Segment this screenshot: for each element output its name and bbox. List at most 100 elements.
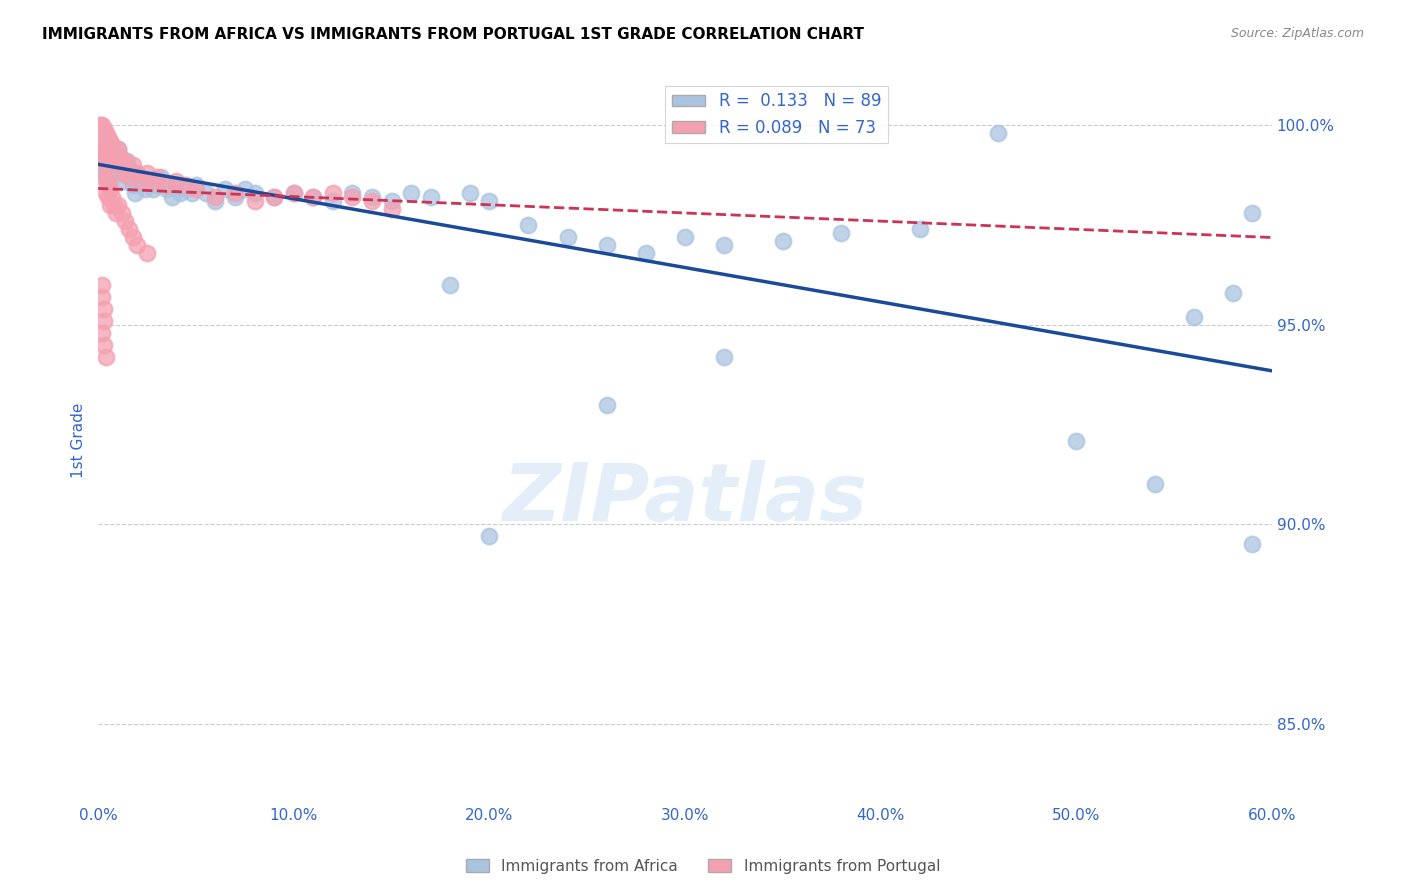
Point (100, 138, 122, 153)
Point (94, 170, 117, 185)
Point (322, 194, 344, 208)
Point (104, 154, 127, 169)
Point (713, 350, 735, 364)
Point (322, 186, 344, 201)
Point (91, 146, 114, 161)
Point (118, 170, 141, 185)
Point (100, 162, 122, 177)
Point (122, 230, 145, 244)
Point (97, 158, 120, 172)
Point (114, 154, 136, 169)
Point (204, 194, 226, 208)
Point (97, 130, 120, 145)
Point (174, 182, 197, 196)
Point (136, 166, 159, 180)
Point (110, 158, 132, 172)
Point (93, 338, 115, 352)
Point (97, 174, 120, 188)
Point (91, 134, 114, 148)
Point (107, 142, 129, 156)
Point (987, 126, 1010, 140)
Point (93, 122, 115, 136)
Text: Source: ZipAtlas.com: Source: ZipAtlas.com (1230, 27, 1364, 40)
Point (517, 218, 540, 232)
Point (94, 174, 117, 188)
Point (117, 162, 139, 177)
Point (361, 190, 384, 204)
Point (98, 134, 121, 148)
Point (1064, 434, 1087, 448)
Point (224, 186, 246, 201)
Point (89, 118, 111, 132)
Point (98, 154, 121, 169)
Point (94, 350, 117, 364)
Point (98, 170, 121, 185)
Point (134, 182, 156, 196)
Point (100, 154, 122, 169)
Point (93, 162, 115, 177)
Point (243, 194, 266, 208)
Point (169, 186, 191, 201)
Point (162, 190, 184, 204)
Point (224, 190, 246, 204)
Point (108, 150, 131, 164)
Point (830, 226, 852, 240)
Y-axis label: 1st Grade: 1st Grade (72, 403, 86, 478)
Point (127, 238, 149, 252)
Point (94, 126, 117, 140)
Point (478, 529, 501, 543)
Point (772, 234, 794, 248)
Point (97, 146, 120, 161)
Point (165, 178, 187, 193)
Text: IMMIGRANTS FROM AFRICA VS IMMIGRANTS FROM PORTUGAL 1ST GRADE CORRELATION CHART: IMMIGRANTS FROM AFRICA VS IMMIGRANTS FRO… (42, 27, 865, 42)
Point (110, 158, 132, 172)
Point (107, 142, 129, 156)
Point (97, 190, 120, 204)
Point (214, 182, 236, 196)
Point (243, 186, 266, 201)
Point (93, 314, 115, 328)
Point (122, 178, 145, 193)
Point (127, 166, 149, 180)
Point (380, 202, 402, 216)
Text: ZIPatlas: ZIPatlas (502, 459, 868, 538)
Point (1182, 310, 1205, 324)
Point (94, 150, 117, 164)
Point (97, 134, 120, 148)
Point (204, 190, 226, 204)
Point (91, 118, 114, 132)
Point (103, 198, 125, 212)
Point (104, 206, 127, 220)
Point (149, 170, 172, 185)
Point (103, 146, 125, 161)
Point (194, 186, 217, 201)
Point (124, 186, 146, 201)
Point (118, 162, 141, 177)
Point (1222, 285, 1244, 300)
Point (98, 138, 121, 153)
Point (458, 186, 481, 201)
Point (107, 166, 129, 180)
Point (302, 190, 325, 204)
Point (112, 166, 135, 180)
Point (110, 206, 132, 220)
Point (114, 174, 136, 188)
Point (184, 178, 207, 193)
Point (380, 194, 402, 208)
Legend: R =  0.133   N = 89, R = 0.089   N = 73: R = 0.133 N = 89, R = 0.089 N = 73 (665, 86, 889, 144)
Point (557, 230, 579, 244)
Point (93, 150, 115, 164)
Point (91, 134, 114, 148)
Point (103, 166, 125, 180)
Point (108, 150, 131, 164)
Point (129, 174, 152, 188)
Point (419, 190, 441, 204)
Point (93, 166, 115, 180)
Point (399, 186, 422, 201)
Point (103, 150, 125, 164)
Point (138, 174, 160, 188)
Point (596, 238, 619, 252)
Point (908, 222, 931, 236)
Point (91, 277, 114, 292)
Point (181, 186, 204, 201)
